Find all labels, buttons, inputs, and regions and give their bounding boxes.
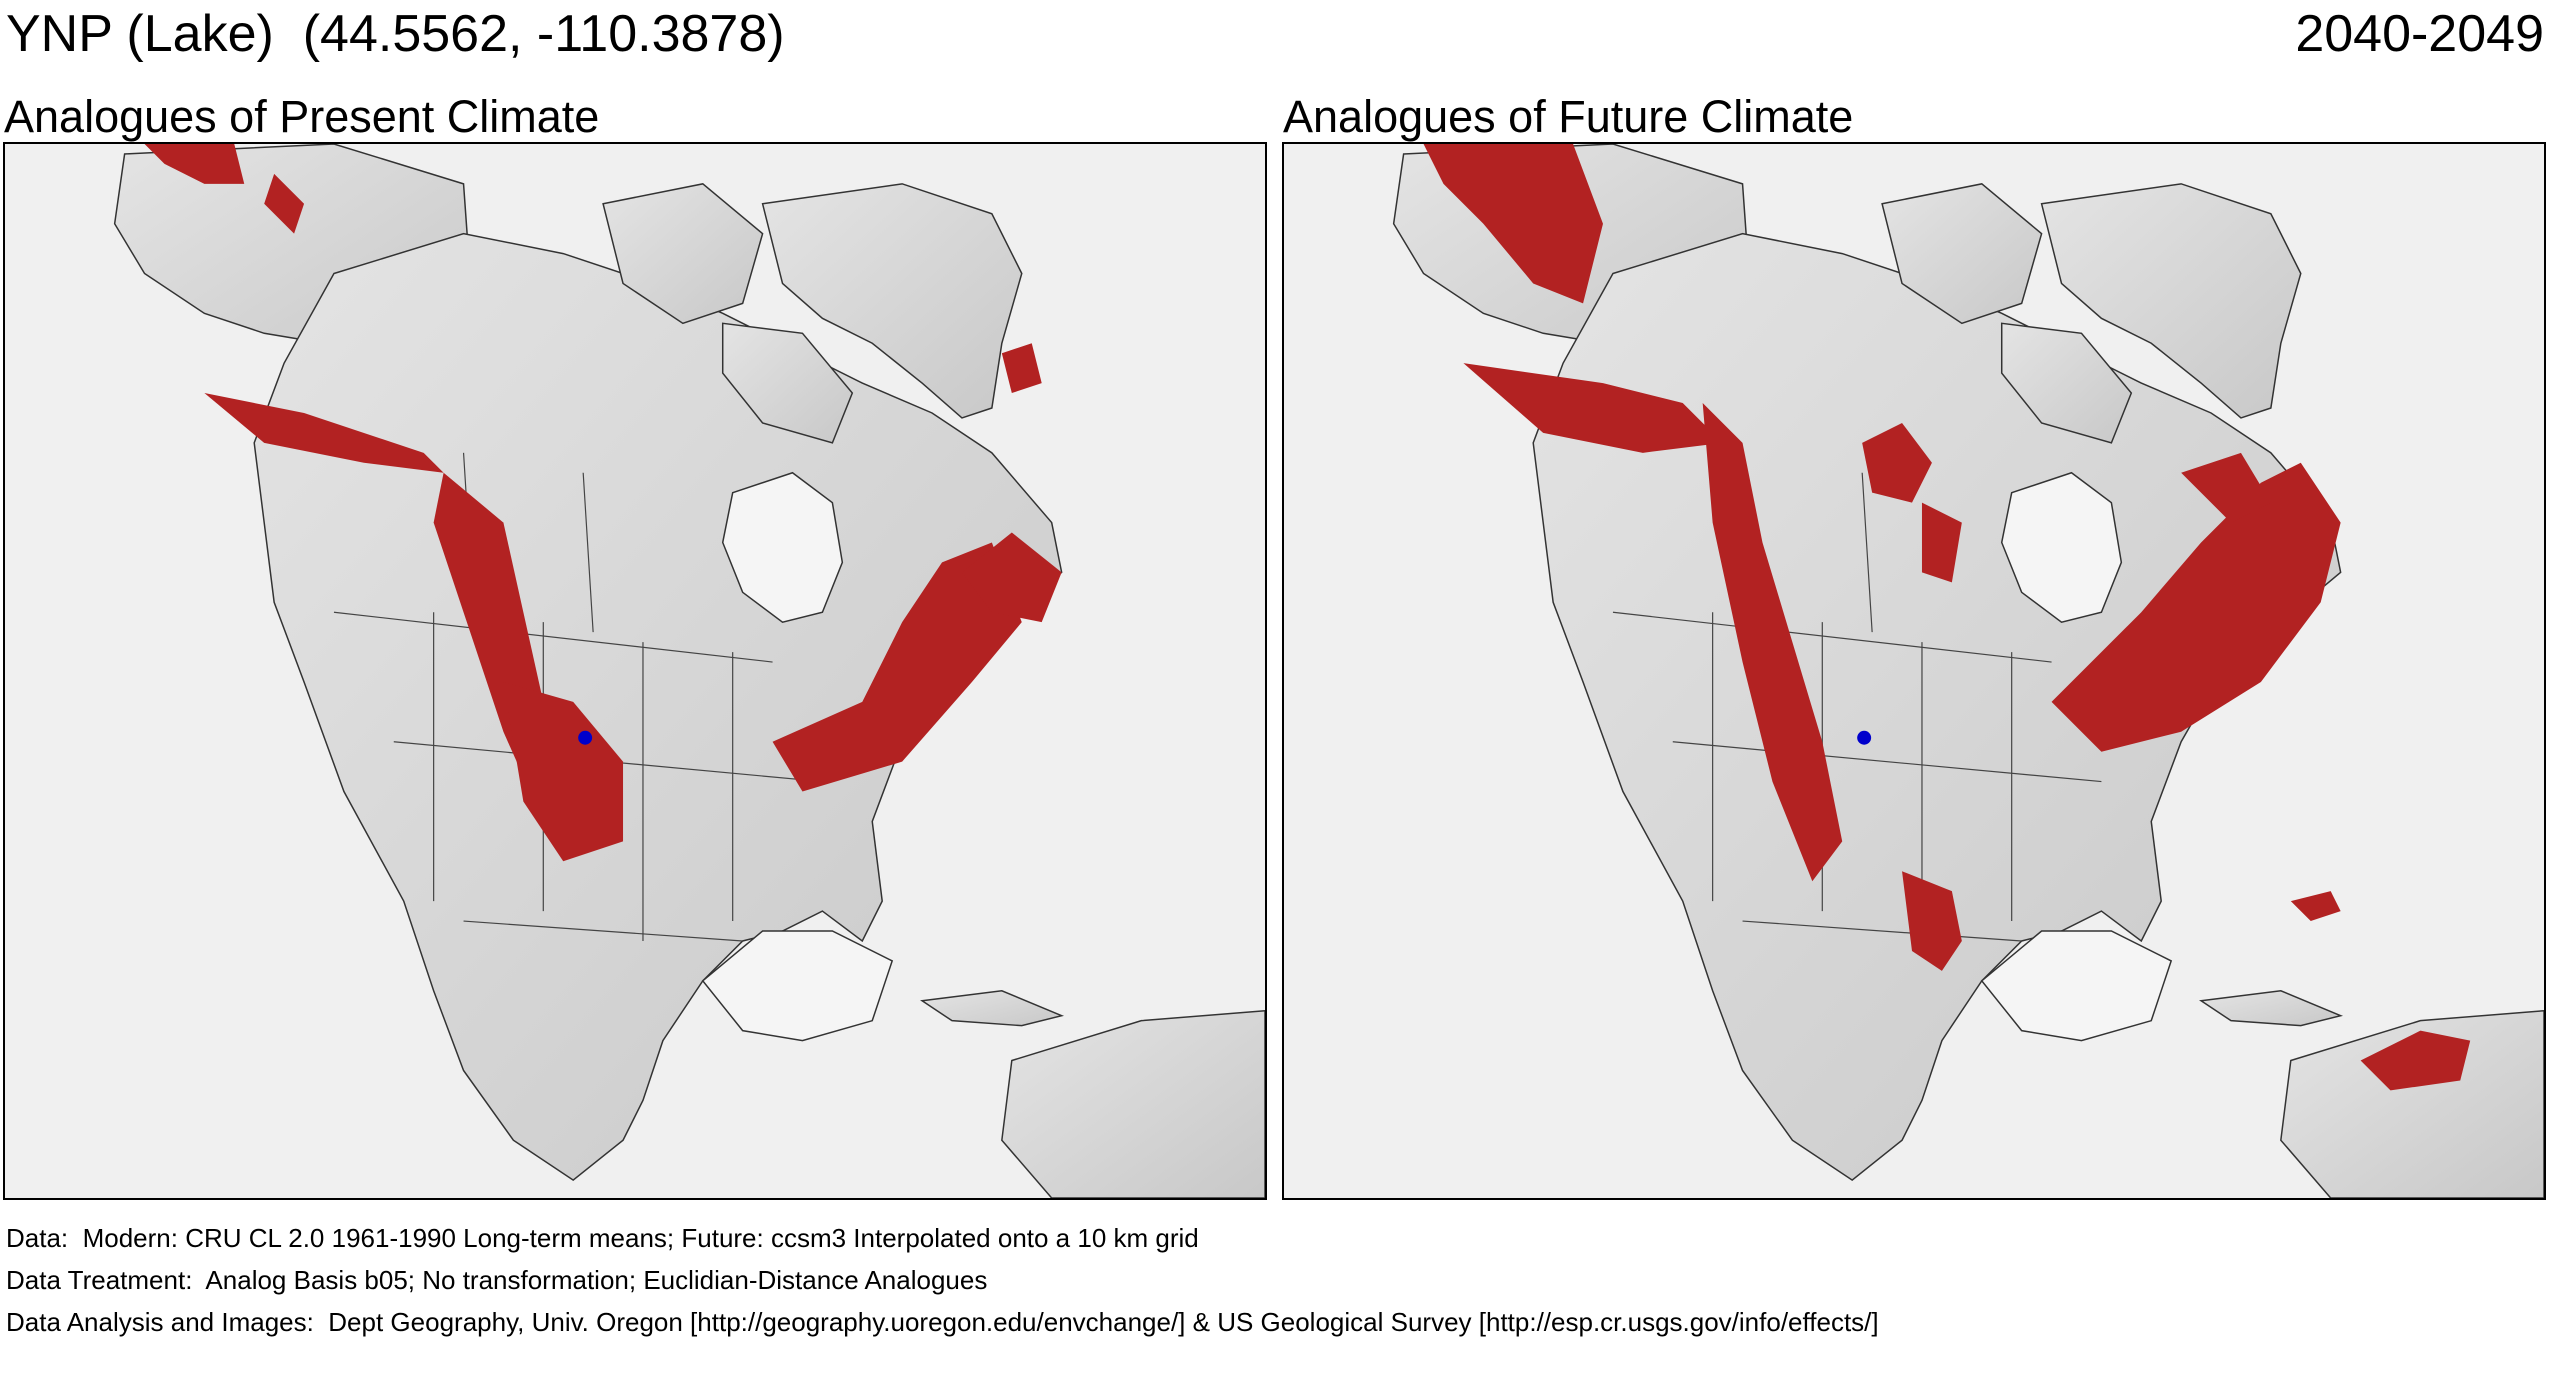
period-label: 2040-2049 [2295,5,2544,63]
footer-treatment: Data Treatment: Analog Basis b05; No tra… [6,1265,988,1295]
land-masses [1392,144,2544,1198]
baffin-island [2000,322,2133,444]
cuba [2199,990,2344,1027]
site-name: YNP (Lake) [6,5,274,63]
analogue-regions [1423,144,2471,1091]
north-america [253,232,1063,1181]
cuba [920,990,1065,1027]
future-climate-map [1282,142,2546,1200]
site-coordinates: (44.5562, -110.3878) [302,5,785,63]
baffin-island [721,322,854,444]
hudson-bay [721,471,844,623]
arctic-islands [602,183,764,325]
site-marker [1857,730,1872,745]
land-masses [113,144,1265,1198]
present-map-svg [113,144,1265,1198]
hudson-bay [2000,471,2123,623]
gulf-of-mexico [1980,930,2173,1042]
greenland [761,183,1023,419]
gulf-of-mexico [701,930,894,1042]
future-panel-title: Analogues of Future Climate [1283,91,1854,142]
analogue-regions [144,144,1062,862]
site-marker [578,730,593,745]
greenland [2040,183,2302,419]
south-america [2280,1009,2544,1198]
arctic-islands [1881,183,2043,325]
present-panel-title: Analogues of Present Climate [4,91,600,142]
footer-data: Data: Modern: CRU CL 2.0 1961-1990 Long-… [6,1223,1199,1253]
future-map-svg [1392,144,2544,1198]
south-america [1001,1009,1265,1198]
site-title: YNP (Lake) (44.5562, -110.3878) [6,8,785,60]
footer-analysis: Data Analysis and Images: Dept Geography… [6,1307,1879,1337]
present-climate-map [3,142,1267,1200]
